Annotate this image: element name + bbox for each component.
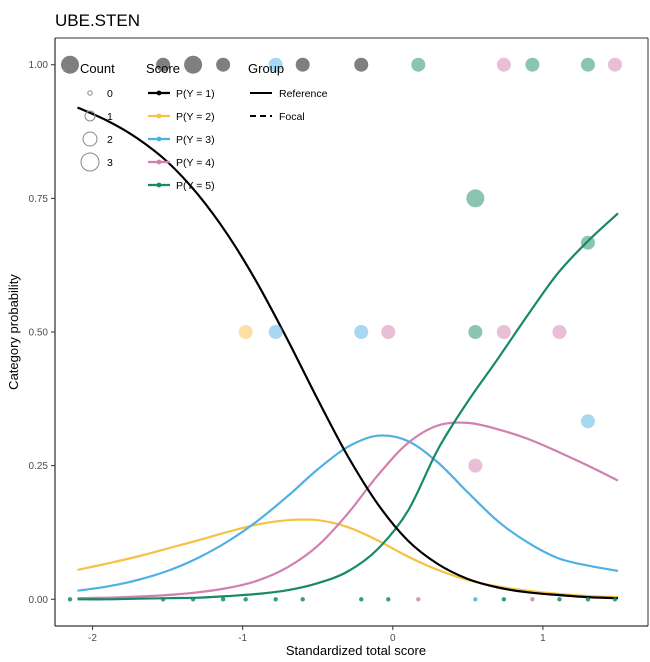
data-point <box>156 57 171 72</box>
data-point <box>496 325 511 339</box>
legend-score-label: P(Y = 3) <box>176 134 215 146</box>
legend-score-title: Score <box>146 61 180 76</box>
legend-count-symbol <box>82 131 98 147</box>
legend-group-title: Group <box>248 61 284 76</box>
legend-score-dot <box>156 182 162 188</box>
data-point <box>580 57 595 72</box>
curve-5-reference <box>77 212 619 601</box>
data-point <box>300 597 305 602</box>
legend-count-symbol <box>87 90 93 96</box>
data-point <box>354 325 369 339</box>
legend-count-title: Count <box>80 61 115 76</box>
data-point <box>243 597 248 602</box>
y-tick-label: 0.00 <box>29 595 49 606</box>
x-tick-label: -2 <box>88 633 97 644</box>
legend-score-label: P(Y = 2) <box>176 111 215 123</box>
data-point <box>530 597 535 602</box>
data-point <box>160 597 166 602</box>
data-point <box>496 57 511 72</box>
legend-count-label: 3 <box>107 157 113 169</box>
legend-score-dot <box>156 136 162 142</box>
legend-score-dot <box>156 90 162 96</box>
data-point <box>184 55 203 74</box>
data-point <box>580 235 595 250</box>
legend-count-symbol <box>84 110 96 122</box>
legend-score-label: P(Y = 4) <box>176 157 215 169</box>
legend-score-label: P(Y = 1) <box>176 88 215 100</box>
curve-2-reference <box>77 518 619 599</box>
data-point <box>416 597 421 602</box>
data-point <box>612 597 618 602</box>
data-point <box>466 189 485 208</box>
data-point <box>268 325 283 339</box>
data-point <box>473 597 478 602</box>
data-point <box>238 325 253 339</box>
legend-score-label: P(Y = 5) <box>176 180 215 192</box>
data-point <box>61 55 80 74</box>
y-tick-label: 0.75 <box>29 194 49 205</box>
data-point <box>557 597 562 602</box>
data-point <box>268 57 283 72</box>
y-axis-title: Category probability <box>6 274 21 390</box>
legend-group-label: Reference <box>279 88 328 100</box>
data-point <box>468 325 483 339</box>
data-point <box>525 57 540 72</box>
data-point <box>216 57 231 72</box>
data-point <box>354 57 369 72</box>
data-point <box>411 57 426 72</box>
legend-score-dot <box>156 159 162 165</box>
data-point <box>607 57 622 72</box>
plot-area: 0.00 0.25 0.50 0.75 1.00 -2 -1 0 1 <box>29 37 649 644</box>
legend-count-symbol <box>80 152 100 172</box>
curve-1-reference <box>77 106 619 600</box>
data-point <box>468 458 483 473</box>
legend-count-label: 2 <box>107 134 113 146</box>
data-point <box>501 597 507 602</box>
legend-score-dot <box>156 113 162 119</box>
curve-4-reference <box>77 421 619 600</box>
legend-count-label: 0 <box>107 88 113 100</box>
x-axis-title: Standardized total score <box>286 643 426 658</box>
x-tick-label: -1 <box>238 633 247 644</box>
data-point <box>67 597 73 602</box>
data-point <box>386 597 391 602</box>
data-point <box>295 57 310 72</box>
x-tick-label: 0 <box>390 633 396 644</box>
legend-count-label: 1 <box>107 111 113 123</box>
x-tick-label: 1 <box>540 633 546 644</box>
y-tick-label: 0.50 <box>29 328 49 339</box>
legend-group-label: Focal <box>279 111 305 123</box>
legend: Count 0 1 2 3 Score P(Y = 1) P(Y = 2) P(Y = 3) P(… <box>80 61 328 192</box>
data-point <box>585 597 591 602</box>
y-tick-label: 1.00 <box>29 60 49 71</box>
data-point <box>220 597 226 602</box>
data-point <box>273 597 278 602</box>
curve-3-reference <box>77 434 619 592</box>
data-point <box>552 325 567 339</box>
y-tick-label: 0.25 <box>29 461 49 472</box>
data-point <box>190 597 196 602</box>
data-point <box>580 414 595 429</box>
data-point <box>359 597 364 602</box>
chart-title: UBE.STEN <box>55 11 140 30</box>
data-point <box>381 325 396 339</box>
